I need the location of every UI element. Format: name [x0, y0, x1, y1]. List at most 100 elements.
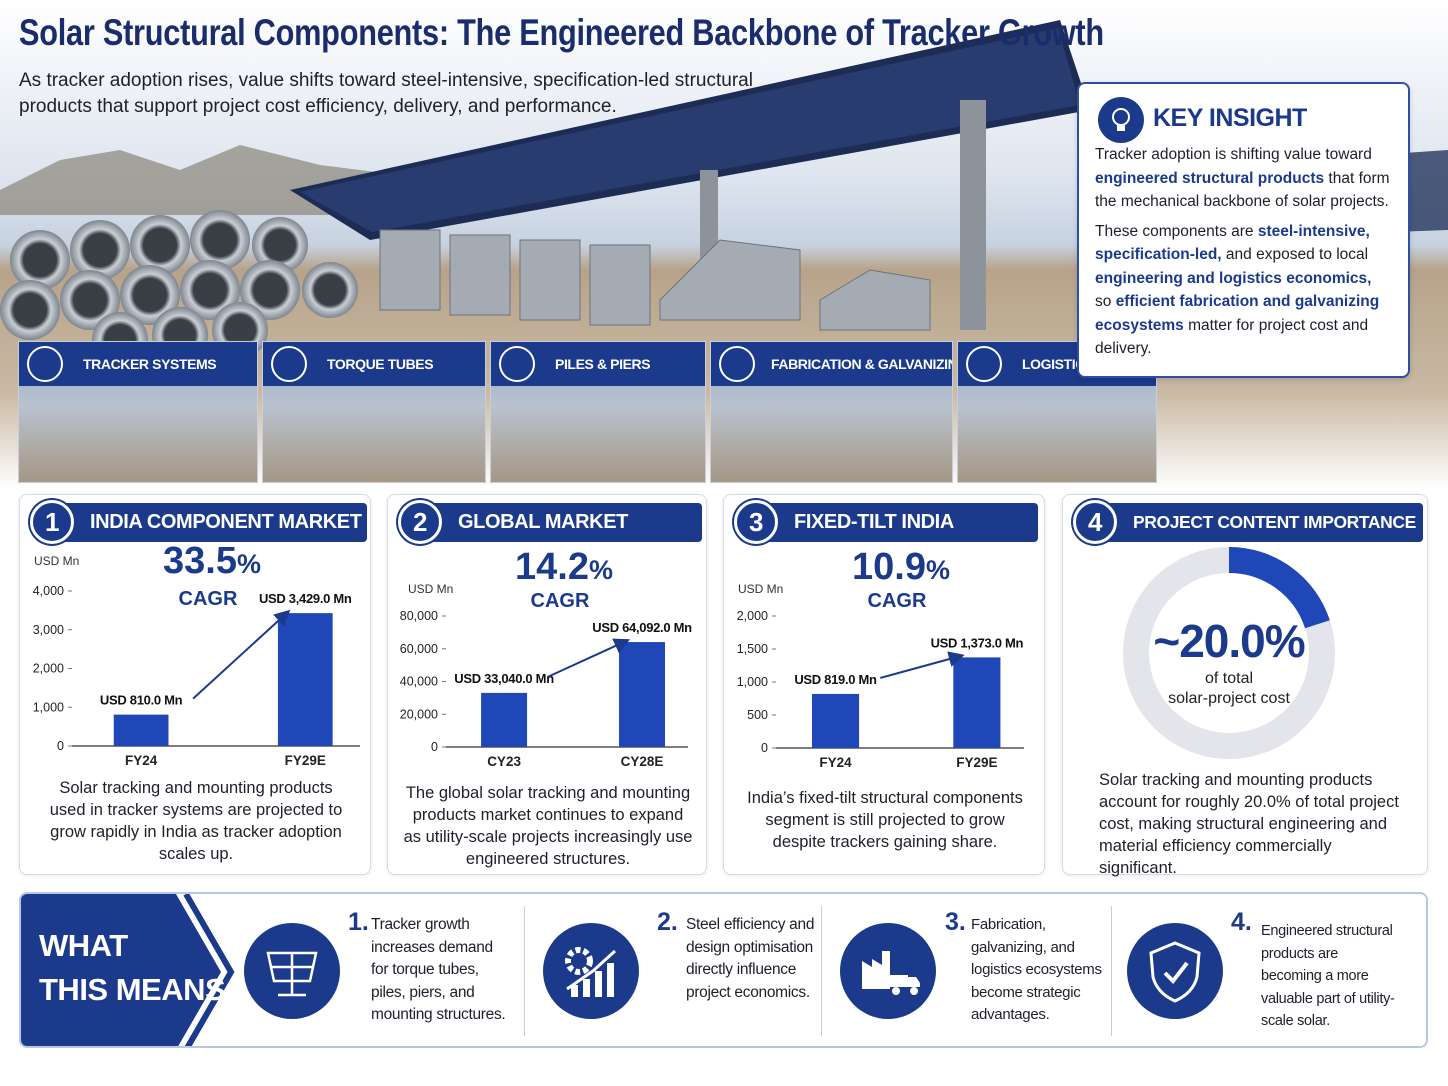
x-tick-label: FY29E: [285, 753, 326, 768]
item-text: Steel efficiency and design optimisation…: [686, 916, 815, 1001]
emphasis-text: efficient fabrication and galvanizing ec…: [1095, 293, 1380, 334]
y-tick-label: 0: [431, 740, 438, 754]
trend-arrow: [192, 609, 291, 700]
y-tick-label: 500: [747, 708, 768, 722]
bar-chart: USD Mn 33.5% CAGR 0 1,000 2,000 3,000 4,000 FY24…: [33, 540, 360, 768]
bulb-icon: [1098, 97, 1144, 143]
card-title: INDIA COMPONENT MARKET: [90, 511, 362, 533]
band-title: WHAT THIS MEANS: [39, 924, 226, 1012]
value-label: USD 819.0 Mn: [794, 672, 877, 687]
emphasis-text: steel-intensive, specification-led,: [1095, 222, 1370, 264]
y-tick-label: 1,000: [737, 675, 768, 689]
band-title-line: THIS MEANS: [39, 972, 226, 1007]
x-tick-label: CY28E: [621, 754, 664, 769]
market-card: 2 GLOBAL MARKET USD Mn 14.2% CAGR 0 20,000 40,…: [387, 494, 707, 875]
bar: [113, 714, 169, 746]
icon: [1127, 923, 1223, 1019]
icon: [543, 923, 639, 1019]
y-tick-label: 1,500: [737, 642, 768, 656]
value-label: USD 3,429.0 Mn: [259, 591, 352, 606]
band-title-line: WHAT: [39, 928, 128, 963]
headline-unit: %: [926, 555, 950, 585]
item-text: Engineered structural products are becom…: [1261, 923, 1395, 1029]
bar: [277, 613, 333, 746]
item-text: Tracker growth increases demand for torq…: [371, 916, 506, 1023]
y-tick-label: 2,000: [33, 662, 64, 676]
component-label: TORQUE TUBES: [327, 356, 434, 372]
y-tick-label: 0: [57, 739, 64, 753]
x-tick-label: CY23: [487, 754, 521, 769]
card-number: 2: [398, 500, 442, 544]
unit-label: USD Mn: [408, 582, 453, 596]
bar-chart: USD Mn14.2%CAGR020,00040,00060,00080,000…: [400, 546, 693, 769]
donut-chart: ~20.0% of total solar-project cost: [1123, 547, 1335, 759]
headline-label: CAGR: [531, 590, 590, 612]
icon: [840, 923, 936, 1019]
y-tick-label: 20,000: [400, 707, 438, 721]
headline-unit: %: [237, 549, 261, 579]
headline-value: 14.2: [515, 546, 589, 588]
insight-text: These components are: [1095, 222, 1258, 240]
card-description: Solar tracking and mounting products acc…: [1099, 771, 1399, 877]
donut-caption: solar-project cost: [1168, 690, 1290, 707]
item-number: 4.: [1231, 908, 1252, 936]
headline-unit: %: [589, 555, 613, 585]
emphasis-text: engineered structural products: [1095, 169, 1325, 187]
insight-text: matter for project cost and delivery.: [1095, 316, 1369, 358]
trend-arrow: [547, 638, 631, 678]
card-title: GLOBAL MARKET: [458, 511, 628, 533]
component-label: FABRICATION & GALVANIZING: [771, 356, 953, 372]
component-label: TRACKER SYSTEMS: [83, 356, 217, 372]
headline-label: CAGR: [179, 588, 238, 610]
card-description: The global solar tracking and mounting p…: [403, 784, 693, 868]
insight-text: Tracker adoption is shifting value towar…: [1095, 146, 1372, 163]
x-tick-label: FY24: [125, 753, 158, 768]
divider: [524, 906, 525, 1036]
icon: [244, 923, 340, 1019]
headline: 10.9%: [852, 546, 950, 588]
insight-text: so: [1095, 293, 1116, 310]
component-tile: PILES & PIERS: [490, 341, 706, 483]
y-tick-label: 80,000: [400, 609, 438, 623]
card-description: India’s fixed-tilt structural components…: [747, 789, 1023, 851]
market-card: 4 PROJECT CONTENT IMPORTANCE ~20.0% of tot…: [1062, 494, 1428, 877]
component-tile: TORQUE TUBES: [262, 341, 486, 483]
market-card: 1 INDIA COMPONENT MARKET USD Mn 33.5% CAGR 0…: [19, 494, 371, 875]
headline: 14.2%: [515, 546, 613, 588]
donut-value: ~20.0%: [1153, 615, 1304, 667]
headline-value: 33.5: [163, 540, 237, 582]
insight-paragraph: Tracker adoption is shifting value towar…: [1095, 143, 1392, 214]
bar: [481, 692, 528, 747]
insight-paragraph: These components are steel-intensive, sp…: [1095, 220, 1392, 361]
headline-label: CAGR: [868, 590, 927, 612]
component-tile: TRACKER SYSTEMS: [18, 341, 258, 483]
bar: [811, 693, 860, 748]
headline: 33.5%: [163, 540, 261, 582]
key-insight-title: KEY INSIGHT: [1153, 104, 1307, 132]
card-title: FIXED-TILT INDIA: [794, 511, 954, 533]
key-insight-box: KEY INSIGHT Tracker adoption is shifting…: [1077, 82, 1410, 378]
item-number: 1.: [348, 908, 369, 936]
emphasis-text: engineering and logistics economics,: [1095, 269, 1372, 287]
bar: [953, 657, 1001, 748]
card-description: Solar tracking and mounting products use…: [49, 779, 343, 863]
item-text: Fabrication, galvanizing, and logistics …: [971, 916, 1102, 1023]
y-tick-label: 4,000: [33, 584, 64, 598]
title: Solar Structural Components: The Enginee…: [19, 12, 1104, 53]
divider: [1111, 906, 1112, 1036]
unit-label: USD Mn: [34, 554, 79, 568]
divider: [821, 906, 822, 1036]
donut-caption: of total: [1205, 670, 1253, 687]
x-tick-label: FY29E: [956, 755, 997, 770]
card-number: 3: [734, 500, 778, 544]
donut-segment: [1228, 547, 1330, 629]
unit-label: USD Mn: [738, 582, 783, 596]
y-tick-label: 2,000: [737, 609, 768, 623]
card-title: PROJECT CONTENT IMPORTANCE: [1133, 512, 1416, 532]
insight-text: and exposed to local: [1221, 246, 1369, 263]
value-label: USD 1,373.0 Mn: [931, 635, 1024, 650]
bar: [619, 642, 666, 747]
x-tick-label: FY24: [819, 755, 852, 770]
component-tile: FABRICATION & GALVANIZING: [710, 341, 953, 483]
component-label: PILES & PIERS: [555, 356, 651, 372]
